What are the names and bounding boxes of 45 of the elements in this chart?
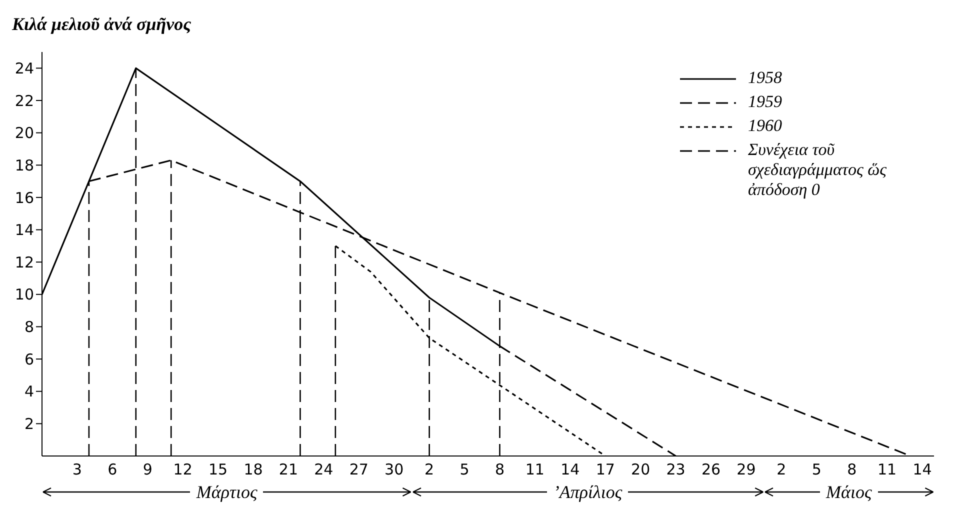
x-tick-label: 6 [108,460,118,479]
x-tick-label: 3 [72,460,82,479]
x-tick-label: 29 [736,460,756,479]
x-tick-label: 12 [173,460,192,479]
x-tick-label: 9 [142,460,152,479]
x-tick-label: 17 [596,460,615,479]
x-tick-label: 27 [349,460,368,479]
text: ’Απρίλιος [547,482,628,502]
x-tick-label: 2 [424,460,434,479]
x-tick-label: 8 [494,460,505,479]
y-tick-label: 18 [14,156,34,174]
y-axis-title: Κιλά μελιοῦ ἀνά σμῆνος [12,14,192,35]
text: Μάιος [820,482,878,502]
x-tick-label: 23 [666,460,686,479]
x-tick-label: 14 [912,460,932,479]
y-tick-label: 4 [24,382,34,401]
y-tick-label: 2 [24,415,34,434]
y-tick-label: 6 [24,350,34,368]
y-tick-label: 20 [14,124,34,142]
x-tick-label: 5 [812,460,822,479]
x-tick-label: 15 [208,460,228,479]
x-tick-label: 8 [847,460,857,479]
x-tick-label: 30 [384,460,404,479]
y-tick-label: 12 [14,253,34,272]
x-tick-label: 21 [278,460,298,479]
y-tick-label: 10 [14,286,34,304]
x-tick-label: 18 [244,460,263,479]
y-tick-label: 22 [14,92,34,110]
x-tick-label: 2 [776,460,786,479]
y-tick-label: 16 [14,188,34,207]
x-tick-label: 26 [701,460,721,479]
x-tick-label: 5 [460,460,470,479]
legend-label: 1958 [748,68,782,88]
y-tick-label: 14 [14,221,34,240]
x-tick-label: 11 [878,460,897,479]
x-tick-label: 20 [631,460,650,479]
text: Μάρτιος [190,482,264,502]
legend-label: 1960 [748,116,782,136]
x-tick-label: 24 [314,460,334,479]
x-tick-label: 14 [560,460,580,479]
legend-label: Συνέχεια τοῦ σχεδιαγράμματος ὥς ἀπόδοση 0 [748,140,888,200]
x-tick-label: 11 [525,460,544,479]
y-tick-label: 24 [14,59,34,78]
y-tick-label: 8 [24,318,34,336]
legend-label: 1959 [748,92,782,112]
